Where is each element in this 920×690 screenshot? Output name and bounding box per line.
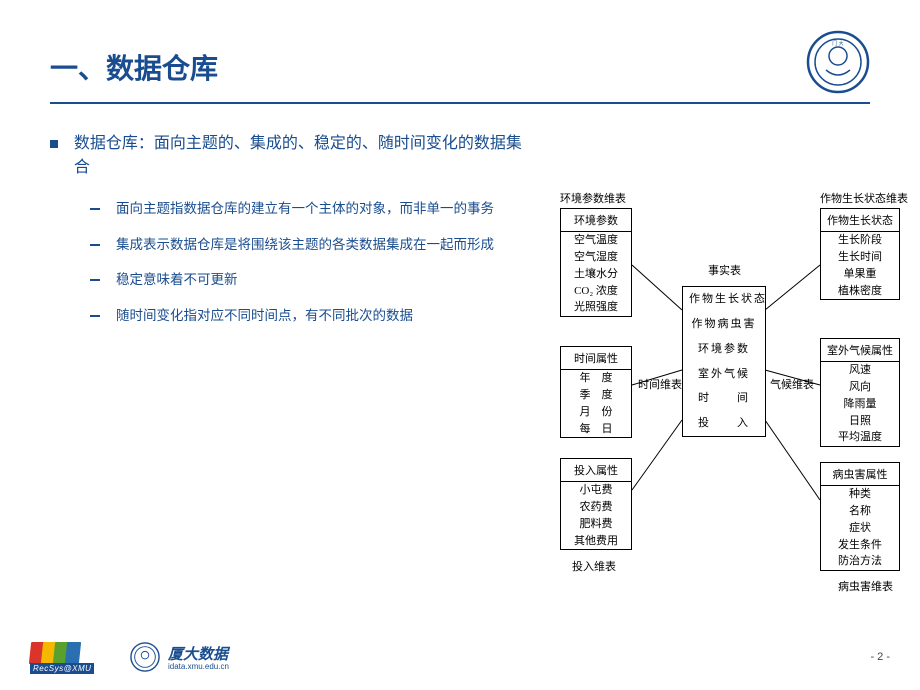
box-env: 环境参数 空气温度 空气湿度 土壤水分 CO₂ 浓度 光照强度	[560, 208, 632, 317]
dim-label-time: 时间维表	[638, 376, 682, 392]
box-row: 风速	[821, 362, 899, 379]
box-header: 病虫害属性	[821, 463, 899, 486]
main-bullet-text: 数据仓库：面向主题的、集成的、稳定的、随时间变化的数据集合	[74, 132, 530, 180]
box-row: 月 份	[561, 404, 631, 421]
sub-bullet-text: 稳定意味着不可更新	[116, 269, 238, 291]
dim-label-crop: 作物生长状态维表	[820, 190, 908, 206]
box-fact: 作物生长状态 作物病虫害 环境参数 室外气候 时 间 投 入	[682, 286, 766, 437]
sub-bullet: 随时间变化指对应不同时间点，有不同批次的数据	[90, 305, 530, 327]
footer-university-logo	[130, 642, 160, 672]
sub-bullet: 稳定意味着不可更新	[90, 269, 530, 291]
recsys-label: RecSys@XMU	[30, 663, 94, 674]
box-row: 年 度	[561, 370, 631, 387]
box-header: 环境参数	[561, 209, 631, 232]
box-row: 生长时间	[821, 249, 899, 266]
dim-label-climate: 气候维表	[770, 376, 814, 392]
box-header: 室外气候属性	[821, 339, 899, 362]
box-row: 投 入	[683, 411, 765, 436]
university-logo: 门 大	[806, 30, 870, 94]
star-schema-diagram: 环境参数维表 作物生长状态维表 事实表 时间维表 气候维表 投入维表 病虫害维表…	[560, 190, 900, 590]
box-row: 空气温度	[561, 232, 631, 249]
box-row: 症状	[821, 520, 899, 537]
dim-label-input: 投入维表	[572, 558, 616, 574]
footer-brand: 厦大数据	[168, 646, 228, 663]
box-row: 土壤水分	[561, 266, 631, 283]
box-row: 单果重	[821, 266, 899, 283]
box-row: 空气湿度	[561, 249, 631, 266]
box-crop: 作物生长状态 生长阶段 生长时间 单果重 植株密度	[820, 208, 900, 300]
box-row: 室外气候	[683, 362, 765, 387]
box-row: 植株密度	[821, 283, 899, 300]
bullet-list: 数据仓库：面向主题的、集成的、稳定的、随时间变化的数据集合 面向主题指数据仓库的…	[50, 132, 530, 340]
box-row: 风向	[821, 379, 899, 396]
box-row: 环境参数	[683, 337, 765, 362]
box-row: 平均温度	[821, 429, 899, 446]
sub-bullet: 面向主题指数据仓库的建立有一个主体的对象，而非单一的事务	[90, 198, 530, 220]
box-row: CO₂ 浓度	[561, 283, 631, 300]
box-row: 防治方法	[821, 553, 899, 570]
dim-label-pest: 病虫害维表	[838, 578, 893, 594]
sub-bullet: 集成表示数据仓库是将围绕该主题的各类数据集成在一起而形成	[90, 234, 530, 256]
page-title: 一、数据仓库	[50, 47, 218, 87]
sub-bullet-text: 面向主题指数据仓库的建立有一个主体的对象，而非单一的事务	[116, 198, 494, 220]
title-underline	[50, 102, 870, 104]
recsys-badge: RecSys@XMU	[30, 642, 122, 672]
slide-footer: RecSys@XMU 厦大数据 idata.xmu.edu.cn - 2 -	[30, 642, 890, 672]
box-climate: 室外气候属性 风速 风向 降雨量 日照 平均温度	[820, 338, 900, 447]
box-row: 其他费用	[561, 533, 631, 550]
box-header: 投入属性	[561, 459, 631, 482]
svg-text:门 大: 门 大	[832, 40, 843, 47]
fact-label: 事实表	[708, 262, 741, 278]
box-row: 生长阶段	[821, 232, 899, 249]
box-row: 小屯费	[561, 482, 631, 499]
box-row: 肥料费	[561, 516, 631, 533]
box-row: 时 间	[683, 386, 765, 411]
footer-url: idata.xmu.edu.cn	[168, 662, 229, 671]
box-row: 名称	[821, 503, 899, 520]
box-header: 时间属性	[561, 347, 631, 370]
box-row: 季 度	[561, 387, 631, 404]
box-pest: 病虫害属性 种类 名称 症状 发生条件 防治方法	[820, 462, 900, 571]
box-row: 日照	[821, 413, 899, 430]
box-row: 发生条件	[821, 537, 899, 554]
box-row: 作物生长状态	[683, 287, 765, 312]
box-row: 种类	[821, 486, 899, 503]
box-row: 降雨量	[821, 396, 899, 413]
box-row: 每 日	[561, 421, 631, 438]
dim-label-env: 环境参数维表	[560, 190, 626, 206]
box-row: 光照强度	[561, 299, 631, 316]
box-row: 农药费	[561, 499, 631, 516]
box-row: 作物病虫害	[683, 312, 765, 337]
main-bullet: 数据仓库：面向主题的、集成的、稳定的、随时间变化的数据集合	[50, 132, 530, 180]
box-header: 作物生长状态	[821, 209, 899, 232]
box-input: 投入属性 小屯费 农药费 肥料费 其他费用	[560, 458, 632, 550]
page-number: - 2 -	[870, 651, 890, 663]
box-time: 时间属性 年 度 季 度 月 份 每 日	[560, 346, 632, 438]
sub-bullet-text: 集成表示数据仓库是将围绕该主题的各类数据集成在一起而形成	[116, 234, 494, 256]
sub-bullet-text: 随时间变化指对应不同时间点，有不同批次的数据	[116, 305, 413, 327]
